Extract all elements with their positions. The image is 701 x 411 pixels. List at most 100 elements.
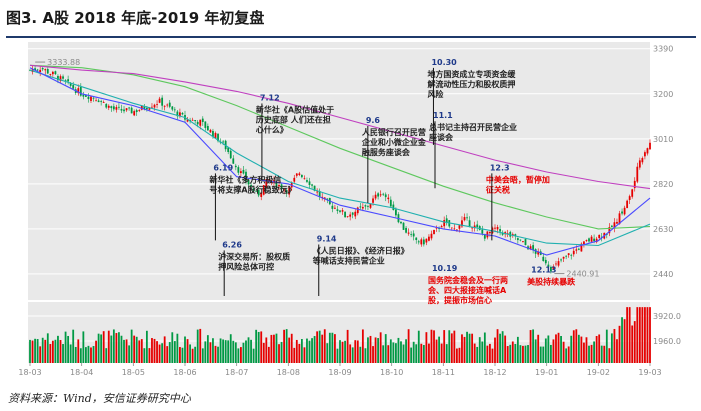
candle-body — [644, 152, 646, 157]
candle-body — [194, 120, 197, 122]
volume-bar — [189, 344, 191, 363]
volume-bar — [384, 334, 387, 363]
volume-bar — [331, 332, 334, 363]
x-tick-label: 18-11 — [432, 368, 455, 377]
volume-bar — [51, 340, 54, 363]
candle-body — [489, 231, 491, 234]
volume-bar — [181, 347, 184, 363]
volume-bar — [389, 339, 392, 363]
volume-bar — [184, 336, 186, 363]
candle-body — [87, 96, 90, 100]
annotation-date: 12.13 — [531, 265, 556, 274]
x-tick-label: 18-10 — [380, 368, 403, 377]
x-tick-label: 19-03 — [638, 368, 661, 377]
annotation-text: 融服务座谈会 — [362, 147, 410, 157]
annotation-date: 6.26 — [222, 240, 242, 249]
volume-bar — [440, 343, 443, 363]
candle-body — [316, 191, 319, 193]
candle-body — [605, 234, 608, 235]
candle-body — [270, 182, 273, 183]
volume-bar — [64, 331, 67, 363]
candle-body — [250, 185, 252, 187]
candle-body — [387, 197, 390, 200]
volume-bar — [425, 332, 428, 363]
candle-body — [377, 193, 380, 197]
volume-bar — [163, 336, 166, 363]
volume-bar — [158, 344, 161, 363]
price-tick-label: 2440 — [653, 270, 673, 279]
candle-body — [57, 75, 59, 81]
annotation-text: 座谈会 — [428, 132, 453, 142]
volume-bar — [562, 341, 565, 363]
candle-body — [151, 106, 153, 108]
volume-bar — [603, 345, 606, 363]
candle-body — [41, 67, 44, 70]
volume-bar — [97, 333, 100, 363]
volume-bar — [316, 331, 319, 363]
volume-bar — [118, 332, 120, 363]
volume-bar — [346, 329, 349, 363]
candle-body — [148, 108, 151, 110]
volume-bar — [486, 345, 489, 363]
candle-body — [166, 104, 169, 106]
volume-bar — [110, 335, 113, 363]
candle-body — [443, 220, 446, 227]
candle-body — [481, 229, 484, 234]
candle-body — [36, 69, 39, 71]
volume-bar — [54, 339, 57, 363]
candle-body — [618, 213, 621, 225]
candle-body — [120, 108, 123, 111]
candle-body — [105, 103, 108, 108]
candle-body — [428, 236, 430, 241]
x-tick-label: 18-03 — [18, 368, 41, 377]
volume-bar — [422, 345, 425, 363]
candle-body — [562, 256, 565, 259]
volume-bar — [590, 344, 593, 363]
candle-body — [163, 105, 166, 107]
volume-bar — [237, 348, 240, 363]
volume-bar — [267, 346, 270, 363]
volume-bar — [336, 348, 339, 363]
candle-body — [102, 102, 105, 103]
price-panel-background — [28, 42, 650, 300]
candle-body — [593, 238, 595, 242]
volume-bar — [49, 343, 52, 363]
candle-body — [161, 97, 164, 106]
price-tick-label: 3010 — [653, 135, 673, 144]
candle-body — [107, 105, 110, 108]
volume-bar — [649, 307, 651, 363]
volume-bar — [534, 339, 537, 363]
candle-body — [598, 234, 601, 239]
volume-bar — [321, 334, 324, 363]
price-value-label: 2440.91 — [566, 270, 599, 279]
candle-body — [466, 217, 468, 219]
volume-bar — [567, 346, 570, 363]
annotation-text: 中美会晤，暂停加 — [486, 174, 550, 184]
candle-body — [206, 125, 209, 131]
candle-body — [532, 245, 535, 250]
candle-body — [51, 71, 54, 75]
volume-bar — [46, 333, 49, 363]
volume-bar — [555, 334, 557, 363]
volume-bar — [481, 341, 484, 363]
candle-body — [410, 234, 413, 236]
candle-body — [229, 150, 232, 159]
candle-body — [405, 227, 407, 233]
volume-bar — [290, 333, 293, 363]
candle-body — [49, 74, 52, 75]
volume-bar — [532, 329, 535, 363]
volume-bar — [618, 325, 621, 363]
volume-bar — [285, 329, 288, 363]
candle-body — [402, 222, 405, 230]
candle-body — [588, 238, 590, 242]
candle-body — [311, 184, 313, 186]
volume-bar — [547, 335, 550, 363]
candle-body — [67, 79, 70, 82]
volume-bar — [478, 337, 481, 363]
candle-body — [125, 108, 128, 111]
volume-bar — [219, 338, 222, 363]
candle-body — [64, 80, 67, 82]
volume-bar — [135, 336, 138, 363]
volume-bar — [402, 344, 405, 363]
candle-body — [278, 185, 280, 187]
